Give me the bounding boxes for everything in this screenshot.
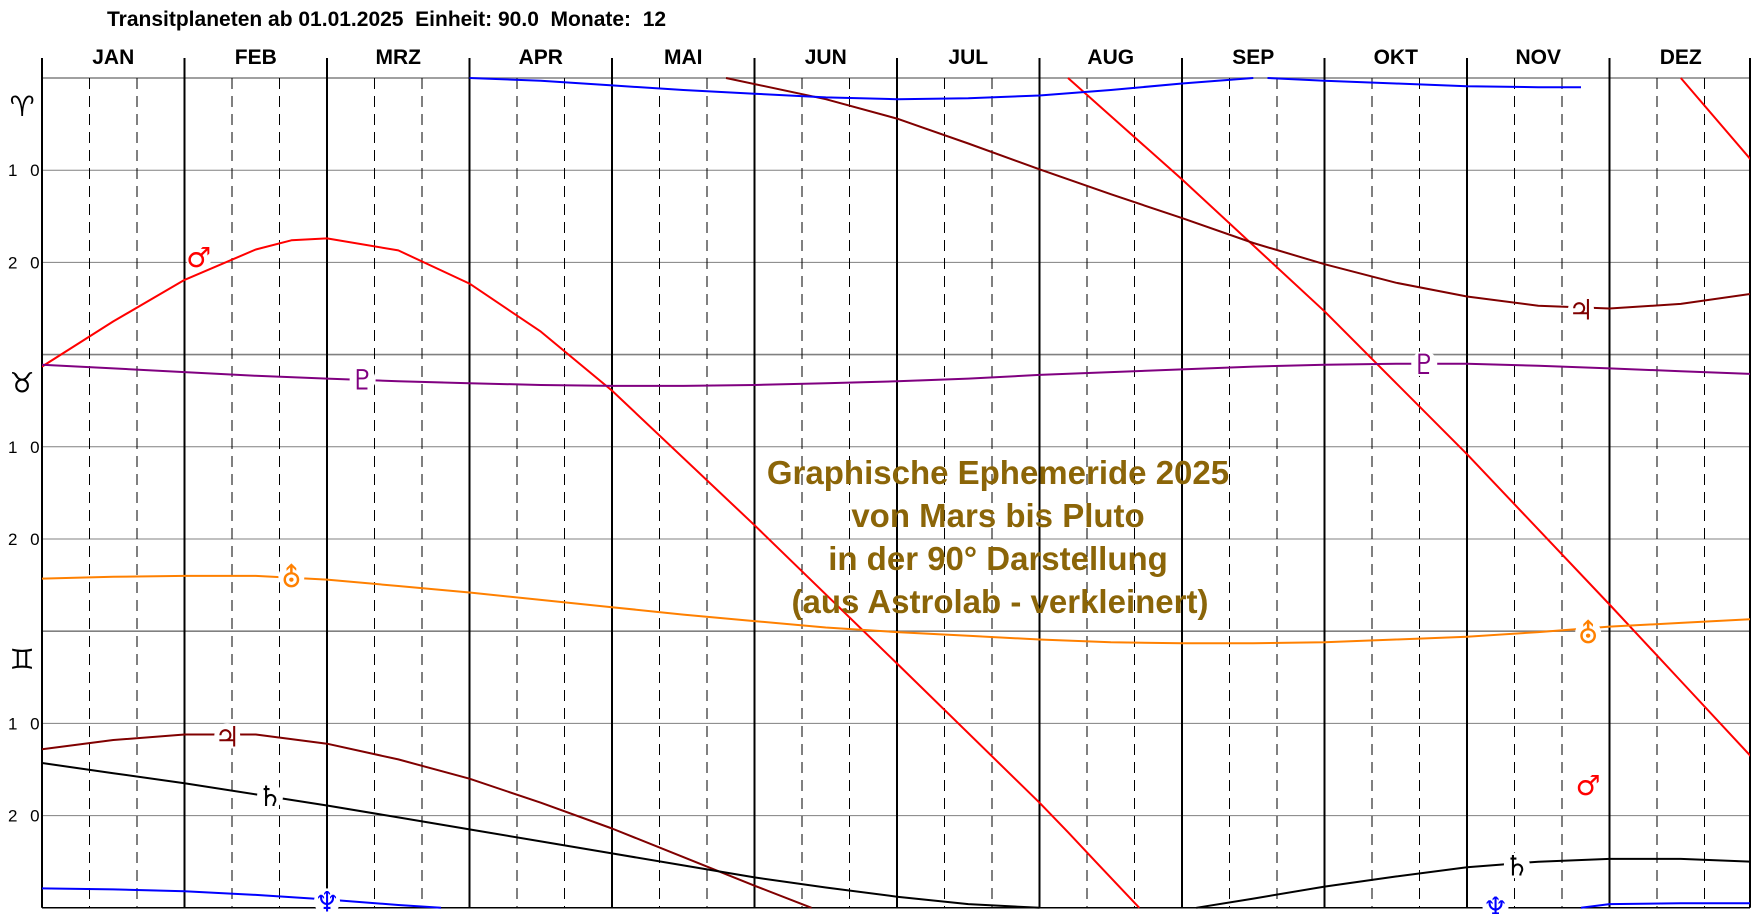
month-label: AUG [1087, 46, 1134, 69]
planet-curve-uranus [42, 574, 1750, 645]
month-label: JUL [948, 46, 988, 69]
zodiac-sign-label: ♈ [9, 90, 34, 123]
planet-glyph-background [1575, 620, 1602, 647]
planet-curve-mars [42, 237, 1141, 909]
chart-header: Transitplaneten ab 01.01.2025 Einheit: 9… [107, 8, 666, 32]
annotation-line: (aus Astrolab - verkleinert) [792, 583, 1209, 620]
planet-glyph-jupiter: ♃ [215, 720, 240, 753]
planet-curve-jupiter [725, 77, 1750, 310]
planet-glyph-background [278, 563, 305, 590]
planet-curve-pluto [42, 362, 1750, 387]
planet-glyph-background [185, 243, 212, 270]
header-title: Transitplaneten ab 01.01.2025 [107, 8, 404, 31]
planet-curve-neptune [42, 887, 442, 909]
month-label: JAN [92, 46, 134, 69]
chart-grid [41, 58, 1751, 909]
planet-glyph-saturn: ♄ [1504, 849, 1529, 882]
month-label: APR [519, 46, 563, 69]
planet-curve-neptune [1580, 902, 1750, 909]
month-label: MRZ [376, 46, 422, 69]
zodiac-sign-label: ♉ [9, 367, 34, 400]
month-label: OKT [1374, 46, 1419, 69]
planet-glyph-background [1568, 296, 1594, 323]
planet-glyph-mars: ♂ [186, 241, 211, 274]
degree-tick-label: 2 0 [8, 253, 44, 272]
planet-glyph-saturn: ♄ [257, 780, 282, 813]
month-label: MAI [664, 46, 703, 69]
planet-glyph-background [1503, 852, 1530, 879]
degree-tick-label: 1 0 [8, 714, 44, 733]
degree-tick-label: 2 0 [8, 530, 44, 549]
annotation-line: von Mars bis Pluto [851, 497, 1144, 534]
degree-tick-label: 1 0 [8, 438, 44, 457]
planet-glyph-neptune: ♆ [314, 885, 339, 914]
annotation-text: Graphische Ephemeride 2025 von Mars bis … [767, 454, 1233, 620]
month-label: SEP [1232, 46, 1274, 69]
planet-glyph-jupiter: ♃ [1568, 293, 1593, 326]
annotation-line: Graphische Ephemeride 2025 [767, 454, 1229, 491]
planet-glyph-mars: ♂ [1576, 769, 1601, 802]
header-unit-value: 90.0 [498, 8, 539, 31]
month-label: DEZ [1660, 46, 1702, 69]
planet-curve-mars [1680, 77, 1750, 161]
header-months-value: 12 [642, 8, 667, 31]
zodiac-sign-label: ♊ [9, 643, 34, 676]
planet-curve-saturn [42, 762, 1040, 909]
planet-glyph-background [214, 723, 241, 750]
planet-glyph-background [1575, 772, 1602, 799]
month-label: NOV [1515, 46, 1561, 69]
planet-glyph-background [257, 783, 283, 810]
planet-glyph-pluto: ♇ [350, 363, 375, 396]
planet-curves [42, 77, 1750, 909]
planet-curve-neptune [469, 77, 1254, 101]
y-axis-labels: ♈ 1 0 2 0 ♉ 1 0 2 0 ♊ 1 0 2 0 [8, 90, 44, 826]
month-labels: JAN FEB MRZ APR MAI JUN JUL AUG SEP OKT NOV DEZ [92, 46, 1702, 69]
planet-glyph-background [314, 888, 340, 914]
planet-glyph-background [349, 366, 376, 393]
degree-tick-label: 2 0 [8, 807, 44, 826]
month-label: FEB [235, 46, 277, 69]
header-months-label: Monate: [550, 8, 632, 31]
planet-curve-neptune [1267, 77, 1581, 89]
planet-curve-jupiter [42, 733, 812, 909]
degree-tick-label: 1 0 [8, 161, 44, 180]
planet-glyph-background [1411, 350, 1438, 377]
planet-glyph-uranus: ⛢ [1578, 617, 1599, 650]
planet-curve-saturn [1196, 857, 1750, 909]
planet-glyph-neptune: ♆ [1483, 891, 1508, 914]
header-unit-label: Einheit: [415, 8, 493, 31]
planet-curve-mars [1067, 77, 1750, 757]
planet-glyph-background [1482, 893, 1509, 914]
planet-glyphs: ♂ ♂ ♃ ♃ ♄ ♄ ⛢ ⛢ ♆ ♆ ♇ ♇ [185, 241, 1602, 914]
planet-glyph-pluto: ♇ [1412, 348, 1437, 381]
month-label: JUN [805, 46, 847, 69]
annotation-line: in der 90° Darstellung [828, 540, 1168, 577]
planet-glyph-uranus: ⛢ [281, 561, 302, 594]
